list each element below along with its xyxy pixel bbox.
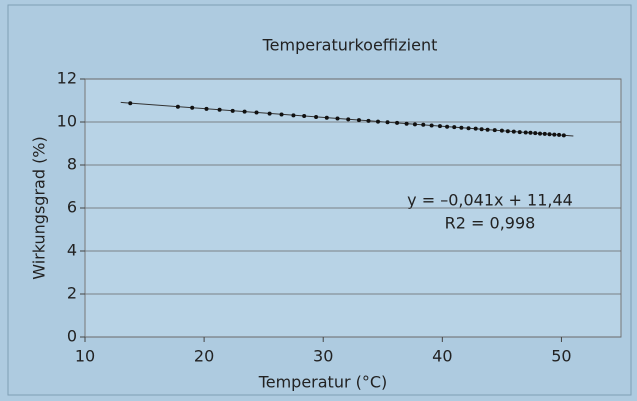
data-point <box>437 124 442 129</box>
data-point <box>314 115 319 120</box>
data-point <box>356 118 361 123</box>
data-point <box>445 124 450 129</box>
data-point <box>505 129 510 134</box>
data-point <box>230 108 235 113</box>
data-point <box>452 125 457 130</box>
chart-frame <box>7 4 632 396</box>
y-tick-label: 6 <box>67 198 77 217</box>
y-axis-title: Wirkungsgrad (%) <box>30 136 49 280</box>
data-point <box>291 113 296 118</box>
x-tick-label: 30 <box>313 347 333 366</box>
data-point <box>217 107 222 112</box>
data-point <box>404 121 409 126</box>
data-point <box>547 132 552 137</box>
data-point <box>528 130 533 135</box>
data-point <box>473 126 478 131</box>
data-point <box>376 119 381 124</box>
data-point <box>302 113 307 118</box>
data-point <box>335 116 340 121</box>
data-point <box>429 123 434 128</box>
y-tick-label: 10 <box>57 112 77 131</box>
data-point <box>395 120 400 125</box>
x-tick-label: 20 <box>194 347 214 366</box>
data-point <box>523 130 528 135</box>
data-point <box>561 133 566 138</box>
annotation: y = –0,041x + 11,44 <box>407 191 573 210</box>
data-point <box>459 125 464 130</box>
y-tick-label: 2 <box>67 284 77 303</box>
data-point <box>267 111 272 116</box>
data-point <box>517 130 522 135</box>
data-point <box>346 117 351 122</box>
annotation: R2 = 0,998 <box>445 214 536 233</box>
data-point <box>479 127 484 132</box>
data-point <box>538 131 543 136</box>
data-point <box>324 115 329 120</box>
x-tick-label: 10 <box>75 347 95 366</box>
data-point <box>485 127 490 132</box>
data-point <box>254 110 259 115</box>
data-point <box>279 112 284 117</box>
data-point <box>190 105 195 110</box>
x-tick-label: 40 <box>432 347 452 366</box>
data-point <box>499 128 504 133</box>
data-point <box>385 120 390 125</box>
data-point <box>128 101 133 106</box>
data-point <box>511 129 516 134</box>
y-tick-label: 0 <box>67 327 77 346</box>
x-tick-label: 50 <box>551 347 571 366</box>
data-point <box>366 118 371 123</box>
data-point <box>242 109 247 114</box>
y-tick-label: 8 <box>67 155 77 174</box>
chart-title: Temperaturkoeffizient <box>262 36 438 55</box>
data-point <box>466 126 471 131</box>
data-point <box>533 131 538 136</box>
data-point <box>542 131 547 136</box>
data-point <box>204 106 209 111</box>
data-point <box>557 132 562 137</box>
y-tick-label: 4 <box>67 241 77 260</box>
data-point <box>421 122 426 127</box>
data-point <box>552 132 557 137</box>
data-point <box>175 104 180 109</box>
x-axis-title: Temperatur (°C) <box>258 373 388 392</box>
data-point <box>492 128 497 133</box>
y-tick-label: 12 <box>57 69 77 88</box>
data-point <box>412 122 417 127</box>
